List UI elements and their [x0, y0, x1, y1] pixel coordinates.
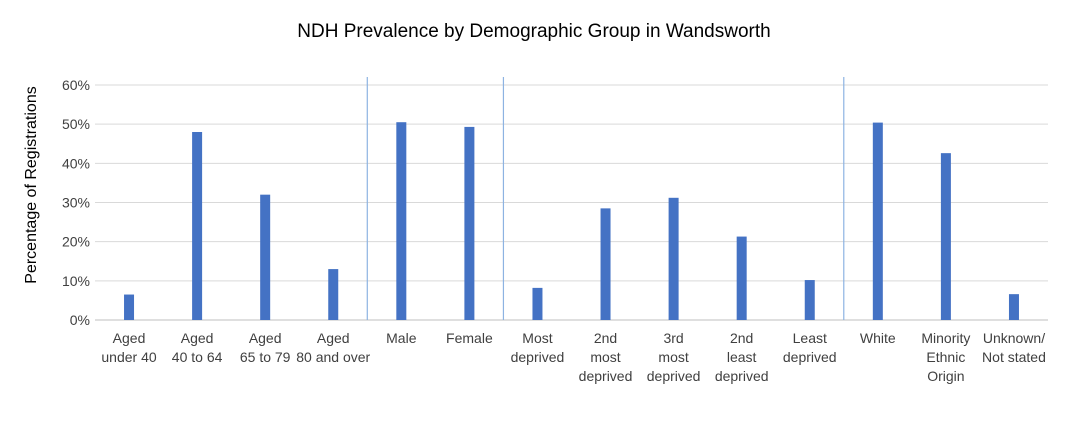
y-tick-labels: 0% 10% 20% 30% 40% 50% 60%	[62, 77, 90, 328]
y-tick-label: 50%	[62, 116, 90, 132]
x-tick-label: 3rd most deprived	[647, 330, 701, 384]
bar	[736, 236, 747, 320]
bar	[464, 126, 475, 321]
x-tick-label: Aged 40 to 64	[172, 330, 223, 365]
chart-title: NDH Prevalence by Demographic Group in W…	[297, 21, 770, 42]
gridlines	[95, 84, 1048, 321]
x-tick-label: Male	[386, 330, 417, 346]
x-tick-label: Unknown/Not stated	[982, 330, 1046, 365]
x-tick-label: Aged 80 and over	[296, 330, 370, 365]
x-tick-labels: Aged under 40 Aged 40 to 64 Aged 65 to 79Aged…	[101, 330, 1045, 384]
x-tick-label: Aged 65 to 79	[240, 330, 291, 365]
y-tick-label: 40%	[62, 155, 90, 171]
y-tick-label: 30%	[62, 195, 90, 211]
bar	[600, 208, 611, 320]
y-tick-label: 0%	[70, 312, 90, 328]
bar	[328, 269, 339, 320]
bar	[396, 122, 407, 320]
bar	[668, 197, 679, 320]
x-tick-label: 2nd least deprived	[715, 330, 769, 384]
bar	[532, 287, 543, 320]
x-tick-label: White	[860, 330, 896, 346]
bar	[872, 122, 883, 320]
y-tick-label: 20%	[62, 234, 90, 250]
y-axis-label: Percentage of Registrations	[23, 86, 40, 283]
x-tick-label: 2nd most deprived	[579, 330, 633, 384]
bar	[1008, 294, 1019, 320]
bars	[124, 122, 1019, 321]
x-tick-label: Minority Ethnic Origin	[921, 330, 970, 384]
x-tick-label: Aged under 40	[101, 330, 156, 365]
x-tick-label: Female	[446, 330, 493, 346]
bar	[192, 132, 203, 320]
x-tick-label: Most deprived	[511, 330, 565, 365]
bar	[940, 153, 951, 320]
bar	[124, 294, 135, 320]
y-tick-label: 60%	[62, 77, 90, 93]
bar	[804, 280, 815, 320]
group-separators	[366, 77, 845, 320]
bar	[260, 194, 271, 320]
x-tick-label: Least deprived	[783, 330, 837, 365]
y-tick-label: 10%	[62, 273, 90, 289]
